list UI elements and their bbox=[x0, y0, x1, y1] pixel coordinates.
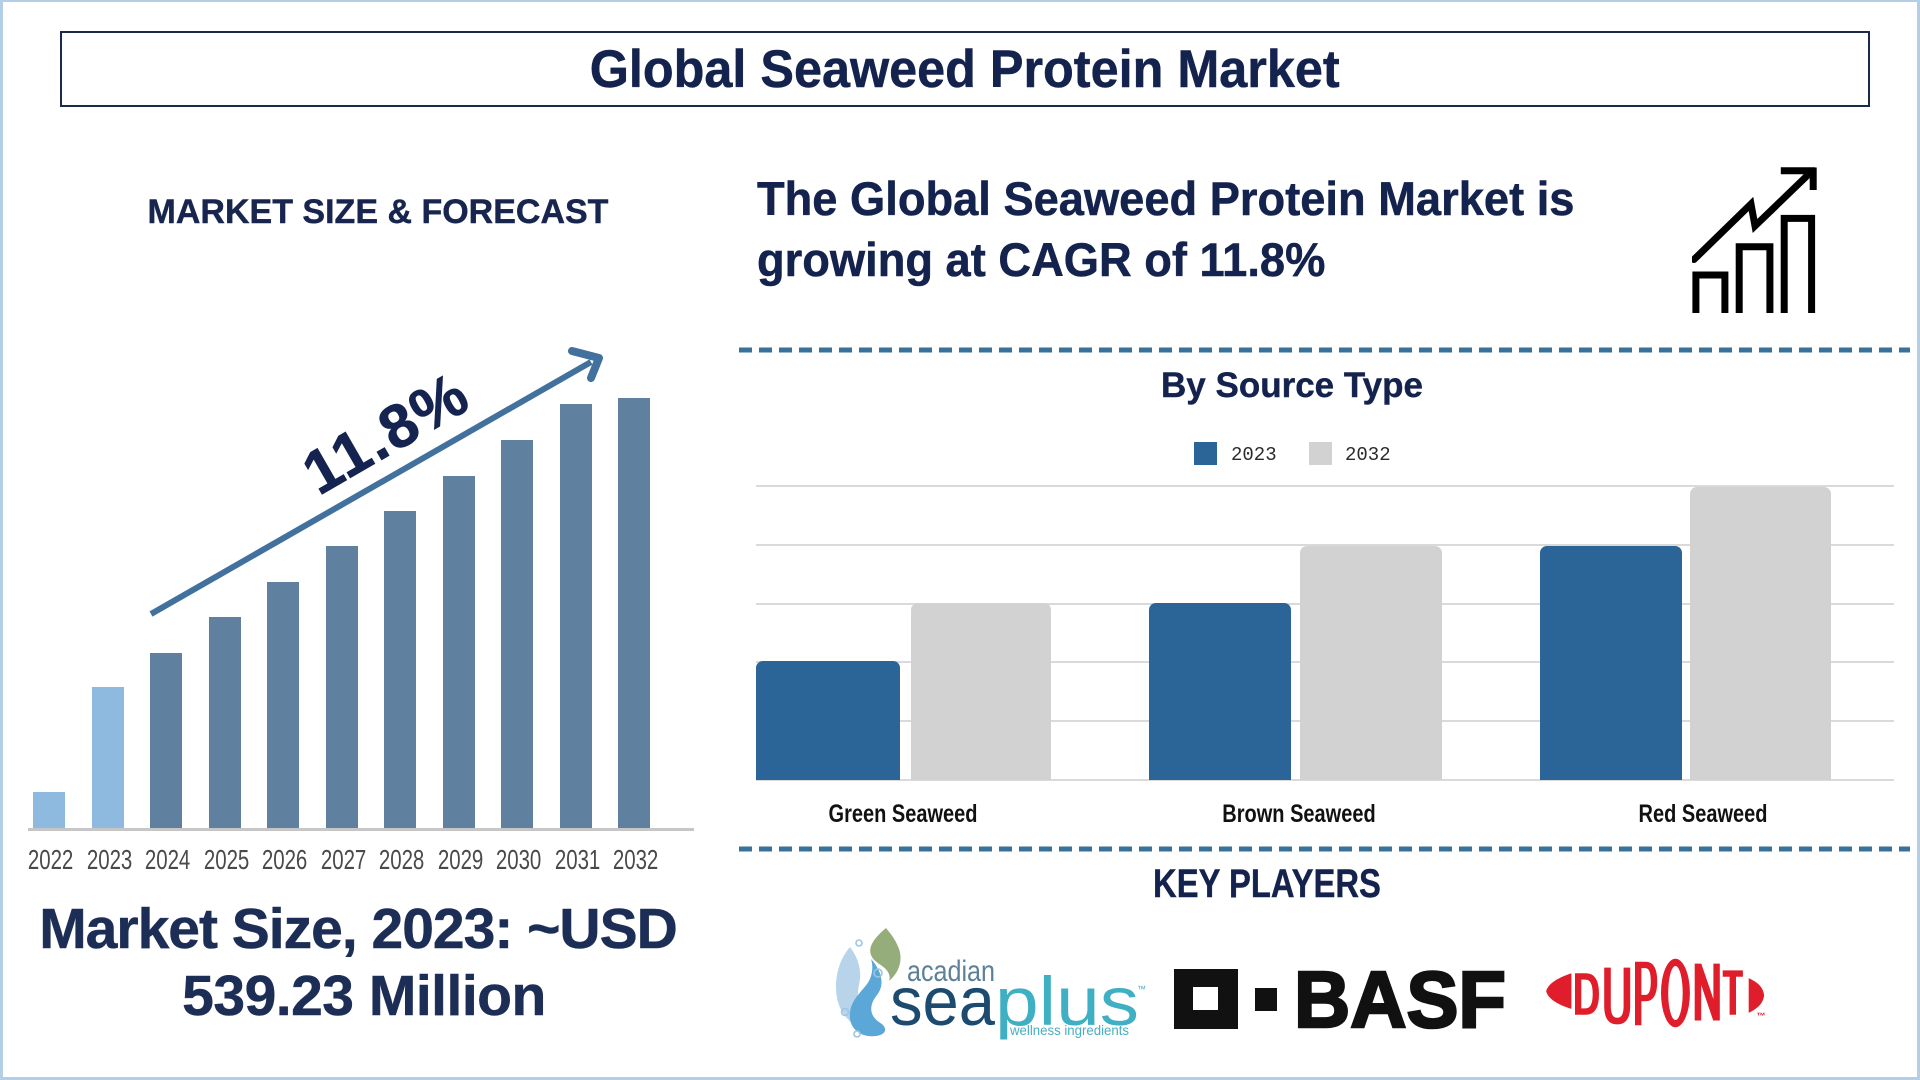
svg-text:plus: plus bbox=[995, 963, 1139, 1040]
svg-text:sea: sea bbox=[890, 963, 996, 1040]
svg-text:acadian: acadian bbox=[907, 955, 995, 988]
svg-text:™: ™ bbox=[1757, 1011, 1766, 1021]
svg-text:™: ™ bbox=[1137, 984, 1146, 994]
svg-text:BASF: BASF bbox=[1294, 966, 1506, 1032]
svg-text:wellness ingredients: wellness ingredients bbox=[1009, 1023, 1129, 1038]
